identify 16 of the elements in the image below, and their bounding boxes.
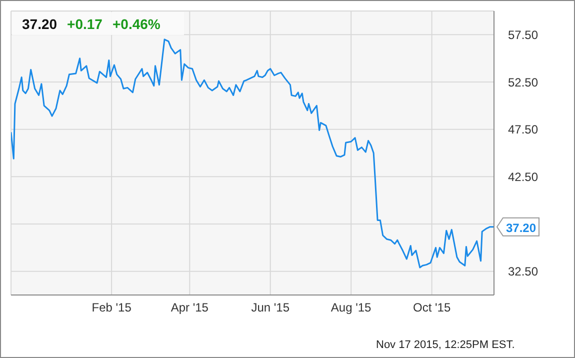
x-tick-label: Apr '15 <box>170 300 209 315</box>
annotation: +0.46% <box>112 16 160 32</box>
y-tick-label: 42.50 <box>508 170 538 184</box>
y-tick-label: 57.50 <box>508 28 538 42</box>
chart-title: 37.20 <box>22 16 58 32</box>
x-tick-label: Oct '15 <box>412 300 451 315</box>
line-series <box>11 38 494 268</box>
y-tick-label: 52.50 <box>508 75 538 90</box>
annotation: +0.17 <box>67 16 102 32</box>
y-tick-label: 32.50 <box>508 264 538 279</box>
y-tick-label: 47.50 <box>508 122 538 137</box>
x-tick-label: Aug '15 <box>330 300 372 315</box>
text: Nov 17 2015, 12:25PM EST. <box>376 339 515 351</box>
x-tick-label: Jun '15 <box>251 300 290 315</box>
x-tick-label: Feb '15 <box>92 300 132 315</box>
annotation: 37.20 <box>506 220 536 235</box>
